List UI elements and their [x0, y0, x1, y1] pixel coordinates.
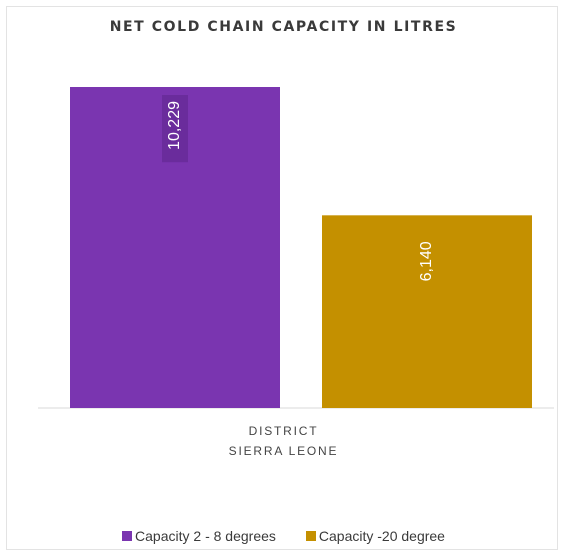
- category-label-sierra-leone: SIERRA LEONE: [228, 444, 339, 458]
- legend-item-capacity-minus-20: Capacity -20 degree: [305, 528, 445, 544]
- legend: Capacity 2 - 8 degrees Capacity -20 degr…: [0, 528, 567, 544]
- data-label-capacity-2-8: 10,229: [166, 101, 183, 150]
- legend-swatch-gold: [305, 531, 316, 541]
- category-label-district: DISTRICT: [248, 424, 319, 438]
- bar-capacity-minus-20: [322, 215, 532, 408]
- legend-label-capacity-2-8: Capacity 2 - 8 degrees: [135, 528, 276, 544]
- chart-title: NET COLD CHAIN CAPACITY IN LITRES: [109, 19, 458, 35]
- data-label-capacity-minus-20: 6,140: [418, 241, 435, 281]
- legend-item-capacity-2-8: Capacity 2 - 8 degrees: [122, 528, 276, 544]
- legend-label-capacity-minus-20: Capacity -20 degree: [318, 528, 445, 544]
- legend-swatch-purple: [122, 531, 133, 541]
- bars-layer: 10,229 6,140: [70, 87, 532, 408]
- data-label-bg-0: [162, 95, 188, 163]
